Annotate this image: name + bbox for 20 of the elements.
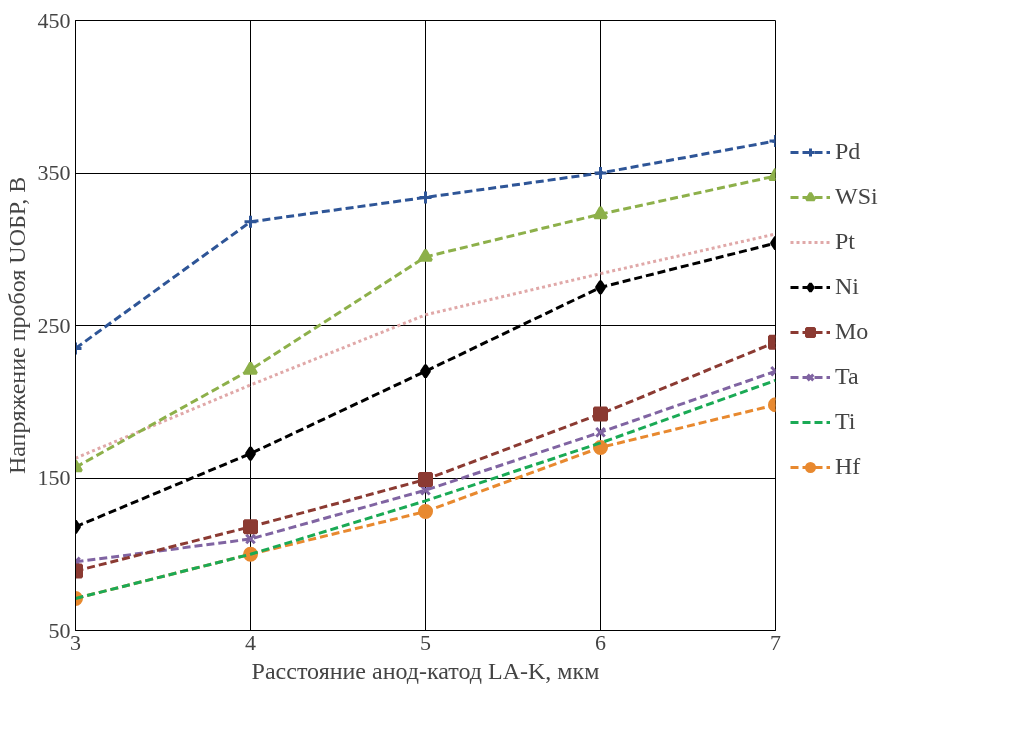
legend-label: Mo xyxy=(835,318,870,345)
y-tick-label: 350 xyxy=(37,160,71,185)
y-tick-label: 450 xyxy=(37,7,71,33)
legend-label: Ti xyxy=(835,408,857,435)
x-tick-label: 4 xyxy=(245,629,256,655)
x-axis-title: Расстояние анод-катод LA-K, мкм xyxy=(251,657,600,684)
legend-label: Pd xyxy=(835,138,862,165)
x-tick-label: 5 xyxy=(420,629,431,655)
x-tick-label: 7 xyxy=(770,629,781,655)
x-tick-label: 3 xyxy=(70,629,81,655)
x-tick-label: 6 xyxy=(595,629,606,655)
legend-label: Ni xyxy=(835,273,860,300)
legend-label: Pt xyxy=(835,228,856,255)
y-tick-label: 150 xyxy=(37,465,71,490)
legend-label: WSi xyxy=(835,183,879,210)
y-axis-title: Напряжение пробоя UОБР, В xyxy=(3,176,30,475)
y-tick-label: 50 xyxy=(48,617,71,643)
y-tick-label: 250 xyxy=(37,312,71,338)
legend-label: Ta xyxy=(835,363,860,390)
legend-label: Hf xyxy=(835,453,862,480)
